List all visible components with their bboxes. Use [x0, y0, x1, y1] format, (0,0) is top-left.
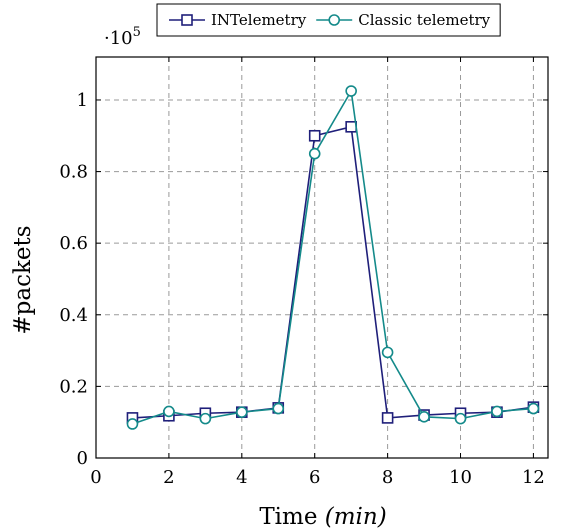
data-point — [199, 412, 212, 425]
legend-box — [156, 3, 501, 37]
x-axis-label-main: Time — [259, 504, 324, 530]
series-1 — [126, 121, 540, 424]
data-point — [527, 402, 540, 415]
legend-entry: INTelemetry — [169, 11, 307, 29]
data-point — [308, 147, 321, 160]
x-tick-label: 12 — [522, 467, 545, 488]
legend-swatch-marker — [328, 14, 341, 26]
data-point — [418, 411, 430, 423]
data-point — [345, 121, 357, 133]
y-tick-label: 0.6 — [59, 233, 88, 254]
x-tick-label: 2 — [163, 467, 174, 488]
series-line — [132, 88, 534, 425]
legend-label: INTelemetry — [211, 11, 307, 29]
x-tick-label: 10 — [449, 467, 472, 488]
y-tick-label: 0.4 — [59, 305, 88, 326]
y-axis-label: #packets — [10, 225, 36, 334]
legend-label: Classic telemetry — [358, 11, 490, 29]
y-multiplier-base: ·10 — [104, 28, 133, 49]
axis-ticks: 0 2 4 6 8 10 12 0 0.2 0.4 0.6 0.8 1 — [59, 57, 548, 488]
x-axis-label-unit: (min) — [325, 504, 387, 530]
data-point — [236, 406, 248, 418]
legend-entry: Classic telemetry — [316, 11, 491, 29]
y-multiplier-exponent: 5 — [133, 25, 141, 40]
y-axis-multiplier: ·105 — [104, 25, 141, 49]
data-point — [126, 418, 139, 430]
x-tick-label: 6 — [309, 467, 320, 488]
legend: INTelemetry Classic telemetry — [156, 3, 501, 37]
data-point — [381, 346, 394, 359]
data-point — [272, 402, 285, 415]
plot-frame — [95, 56, 549, 459]
y-tick-label: 1 — [77, 90, 88, 111]
data-point — [345, 85, 357, 97]
grid-lines — [95, 57, 548, 459]
x-tick-label: 8 — [382, 467, 393, 488]
y-tick-label: 0.2 — [59, 376, 88, 397]
data-point — [381, 412, 394, 424]
legend-swatch-marker — [181, 14, 193, 26]
series-line — [132, 125, 534, 419]
y-tick-label: 0 — [77, 448, 88, 469]
data-point — [491, 405, 503, 418]
data-point — [163, 405, 175, 418]
data-point — [454, 412, 467, 425]
series-layer — [126, 85, 540, 430]
data-point — [308, 129, 321, 142]
x-axis-label: Time (min) — [259, 504, 386, 530]
x-tick-label: 0 — [90, 467, 101, 488]
y-tick-label: 0.8 — [59, 162, 88, 183]
x-tick-label: 4 — [236, 467, 247, 488]
series-2 — [126, 85, 540, 430]
